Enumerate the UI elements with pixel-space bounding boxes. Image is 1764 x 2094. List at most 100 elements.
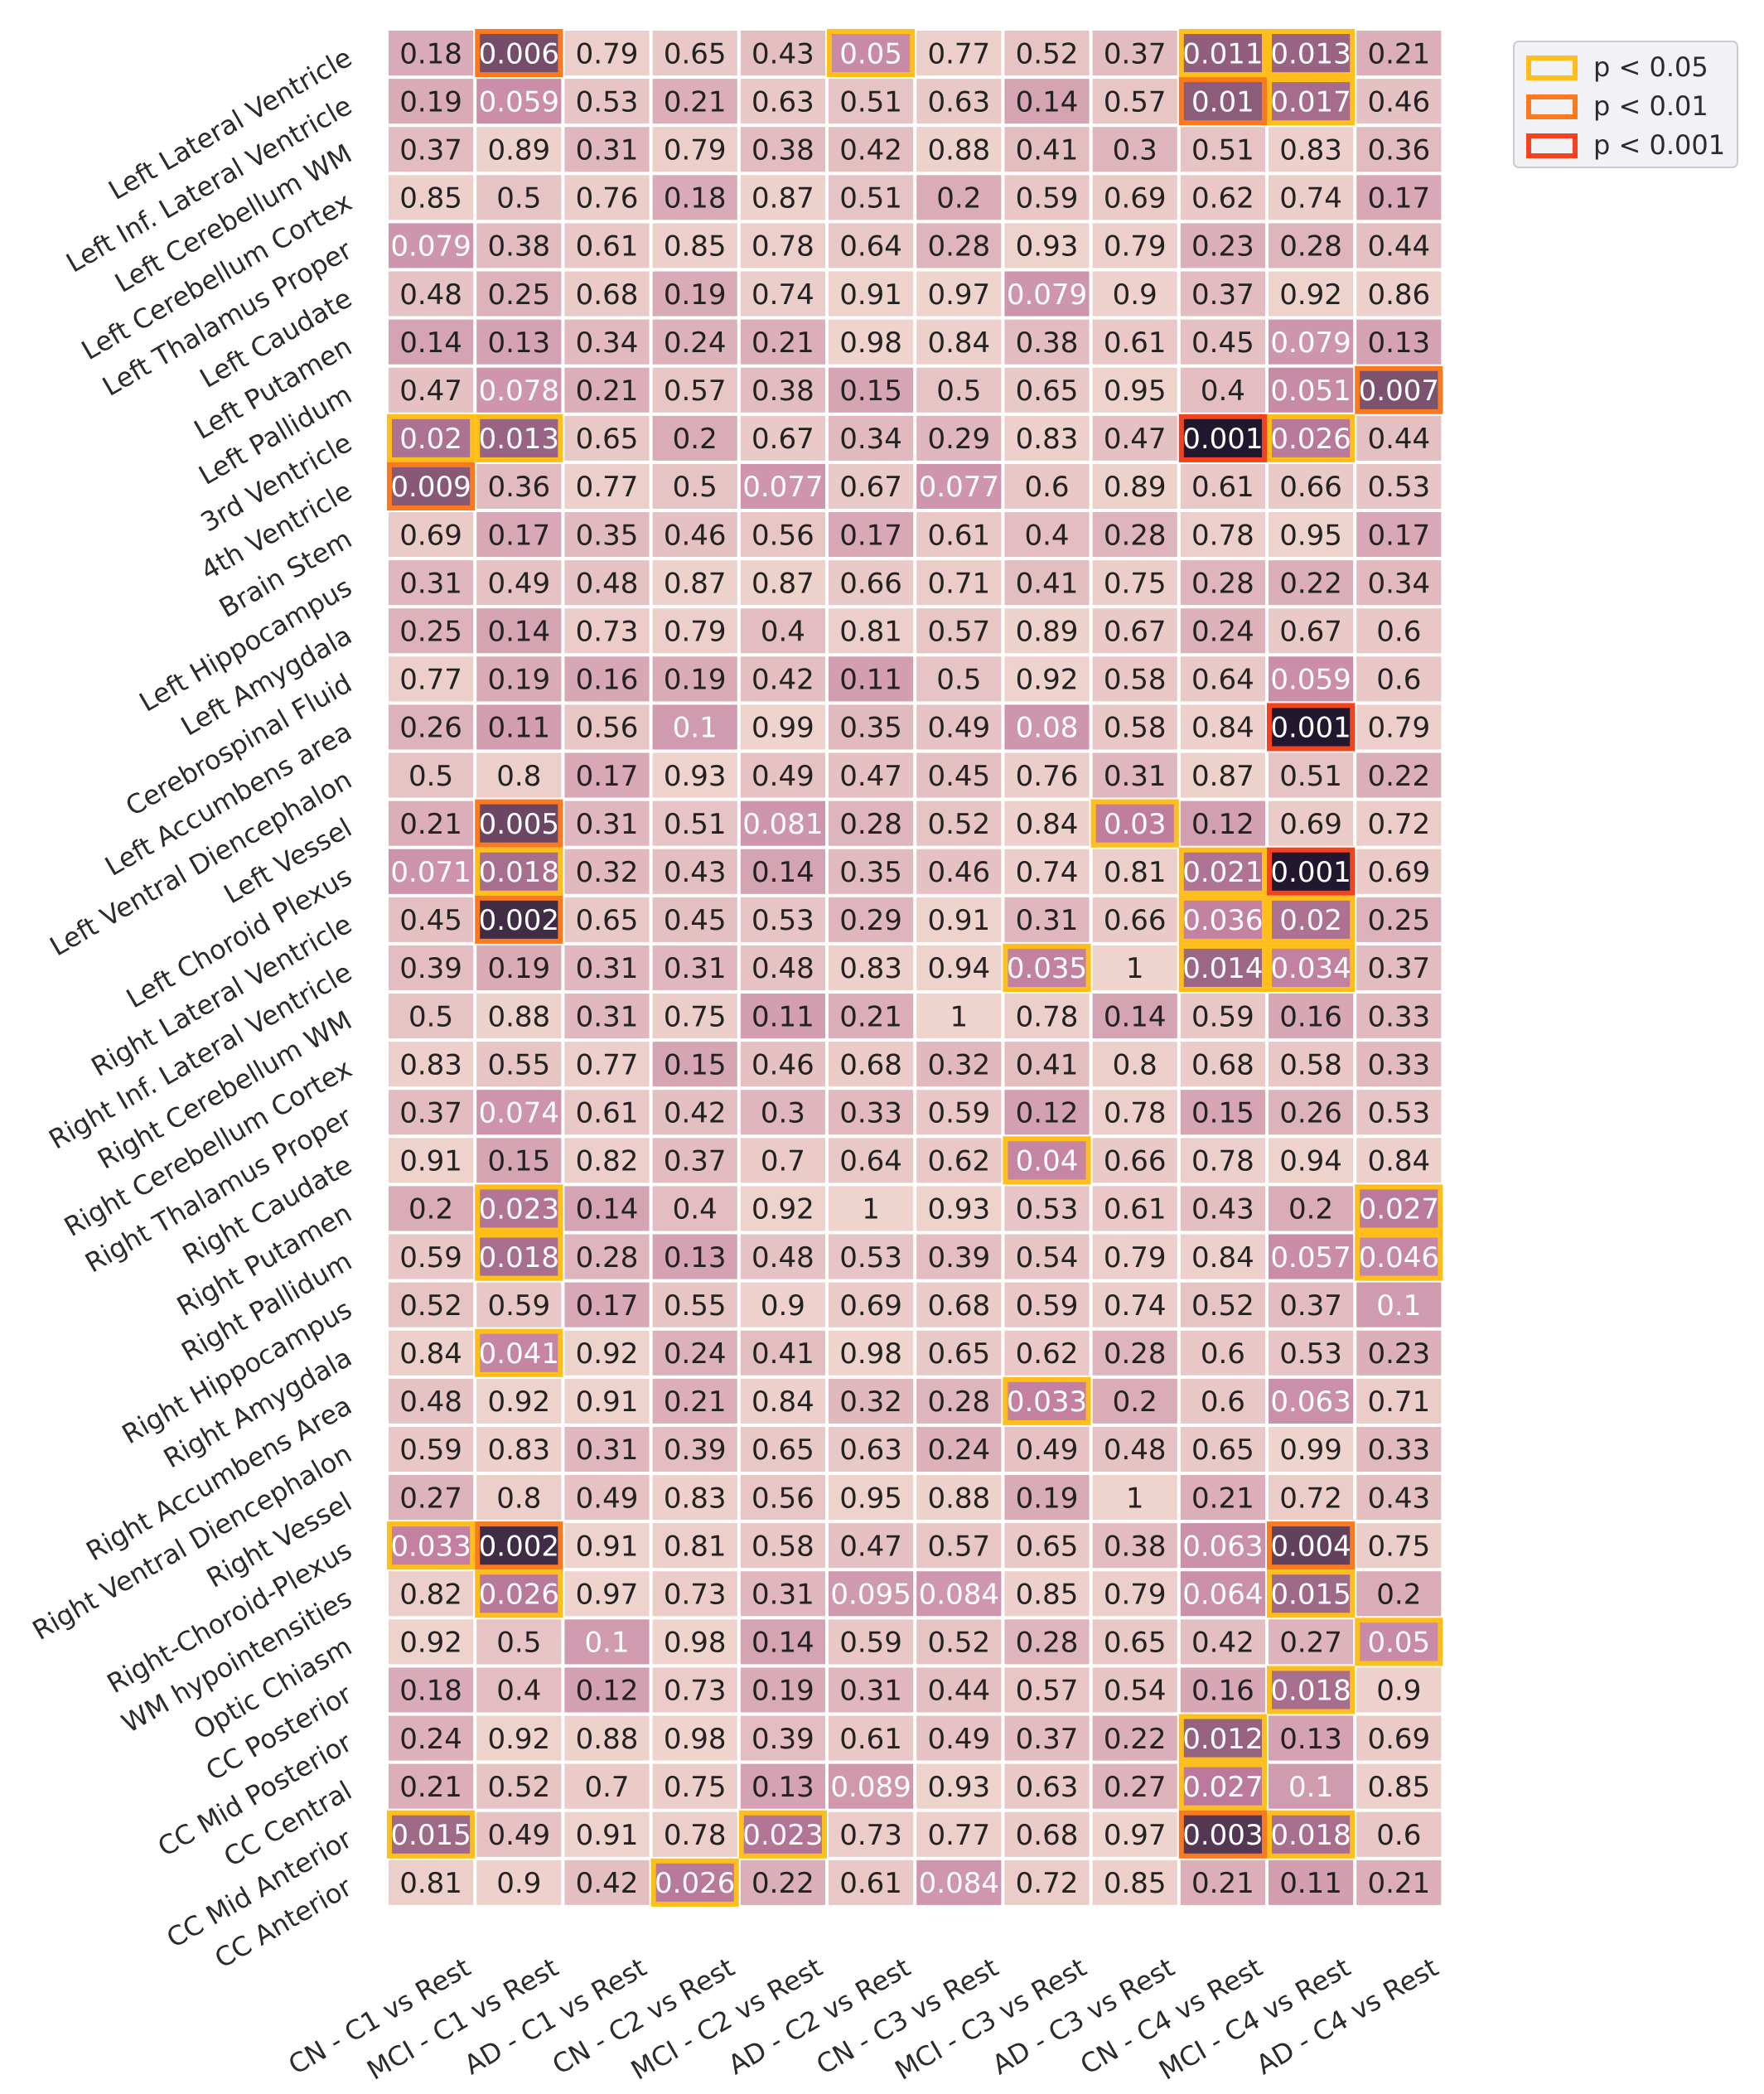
heatmap-cell: [740, 945, 825, 990]
heatmap-cell: [652, 752, 737, 798]
heatmap-cell: [1269, 175, 1354, 220]
cell-value-label: 0.52: [927, 1627, 990, 1660]
cell-value-label: 0.19: [487, 664, 550, 697]
cell-value-label: 0.014: [1182, 952, 1263, 985]
heatmap-cell: [389, 1667, 474, 1713]
heatmap-cell: [1092, 127, 1177, 172]
heatmap-cell: [829, 367, 914, 413]
heatmap-cell: [1356, 704, 1442, 750]
cell-value-label: 0.79: [1104, 1578, 1167, 1611]
heatmap-cell: [652, 1282, 737, 1327]
cell-value-label: 0.98: [839, 1337, 902, 1371]
cell-value-label: 0.67: [1104, 615, 1167, 648]
heatmap-cell: [1092, 945, 1177, 990]
cell-value-label: 0.19: [487, 952, 550, 985]
cell-value-label: 0.59: [1191, 1000, 1254, 1033]
cell-value-label: 0.34: [839, 423, 902, 456]
heatmap-cell: [1180, 127, 1265, 172]
heatmap-cell: [1356, 1378, 1442, 1424]
cell-value-label: 0.15: [1191, 1096, 1254, 1129]
heatmap-cell: [1180, 752, 1265, 798]
cell-value-label: 0.32: [927, 1048, 990, 1081]
heatmap-cell: [1269, 1426, 1354, 1472]
cell-value-label: 0.19: [399, 85, 462, 118]
heatmap-cell: [1004, 1042, 1090, 1087]
cell-value-label: 0.32: [576, 856, 639, 889]
cell-value-label: 0.37: [664, 1145, 727, 1178]
significance-box: [1090, 799, 1179, 848]
significance-box: [475, 1184, 563, 1233]
heatmap-cell: [564, 1090, 650, 1135]
heatmap-cell: [652, 800, 737, 846]
heatmap-cell: [829, 897, 914, 942]
cell-value-label: 0.47: [399, 375, 462, 408]
cell-value-label: 0.063: [1182, 1530, 1263, 1563]
heatmap-cell: [1269, 704, 1354, 750]
cell-value-label: 0.65: [1191, 1434, 1254, 1467]
heatmap-cell: [564, 1330, 650, 1376]
heatmap-cell: [1356, 1090, 1442, 1135]
cell-value-label: 0.7: [584, 1771, 629, 1804]
heatmap-cell: [1180, 175, 1265, 220]
cell-value-label: 0.13: [1367, 326, 1430, 360]
heatmap-cell: [389, 945, 474, 990]
heatmap-cell: [1269, 560, 1354, 606]
cell-value-label: 0.92: [576, 1337, 639, 1371]
cell-value-label: 0.84: [927, 326, 990, 360]
heatmap-cell: [652, 175, 737, 220]
cell-value-label: 0.64: [839, 230, 902, 264]
heatmap-cell: [476, 897, 562, 942]
heatmap-cell: [1180, 945, 1265, 990]
heatmap-cell: [1004, 175, 1090, 220]
heatmap-cell: [1180, 1859, 1265, 1905]
heatmap-cell: [1269, 79, 1354, 124]
heatmap-cell: [476, 1475, 562, 1521]
heatmap-cell: [1092, 367, 1177, 413]
cell-value-label: 0.81: [1104, 856, 1167, 889]
heatmap-cell: [564, 79, 650, 124]
cell-value-label: 0.018: [479, 1241, 559, 1274]
heatmap-cell: [1092, 1715, 1177, 1761]
cell-value-label: 0.59: [839, 1627, 902, 1660]
cell-value-label: 0.67: [839, 471, 902, 504]
heatmap-cell: [389, 656, 474, 702]
heatmap-cell: [389, 512, 474, 558]
heatmap-cell: [564, 1763, 650, 1809]
heatmap-cell: [1092, 1619, 1177, 1665]
significance-box: [1267, 943, 1356, 993]
cell-value-label: 0.9: [496, 1867, 541, 1900]
cell-value-label: 0.24: [664, 1337, 727, 1371]
heatmap-cell: [740, 994, 825, 1039]
heatmap-cell: [1092, 849, 1177, 894]
heatmap-cell: [652, 1090, 737, 1135]
cell-value-label: 0.13: [664, 1241, 727, 1274]
cell-value-label: 0.005: [479, 808, 559, 841]
cell-value-label: 0.8: [496, 760, 541, 793]
cell-value-label: 0.18: [664, 182, 727, 215]
cell-value-label: 0.5: [408, 1000, 453, 1033]
heatmap-cell: [564, 463, 650, 509]
cell-value-label: 0.66: [1104, 904, 1167, 937]
cell-value-label: 0.31: [399, 567, 462, 600]
cell-value-label: 0.001: [1270, 856, 1351, 889]
cell-value-label: 0.52: [927, 808, 990, 841]
cell-value-label: 0.49: [1016, 1434, 1079, 1467]
heatmap-cell: [389, 1234, 474, 1279]
cell-value-label: 0.49: [752, 760, 814, 793]
cell-value-label: 0.21: [1367, 37, 1430, 70]
legend-label: p < 0.01: [1593, 90, 1708, 122]
significance-box: [1267, 1521, 1356, 1570]
heatmap-cell: [1180, 1282, 1265, 1327]
cell-value-label: 0.72: [1367, 808, 1430, 841]
cell-value-label: 0.012: [1182, 1723, 1263, 1756]
cell-value-label: 0.62: [927, 1145, 990, 1178]
cell-value-label: 0.98: [839, 326, 902, 360]
cell-value-label: 0.5: [408, 760, 453, 793]
heatmap-cell: [1180, 1426, 1265, 1472]
heatmap-cell: [1004, 1475, 1090, 1521]
cell-value-label: 0.42: [1191, 1627, 1254, 1660]
heatmap-cell: [389, 463, 474, 509]
cell-value-label: 0.61: [1191, 471, 1254, 504]
heatmap-cell: [829, 175, 914, 220]
heatmap-cell: [652, 1138, 737, 1183]
